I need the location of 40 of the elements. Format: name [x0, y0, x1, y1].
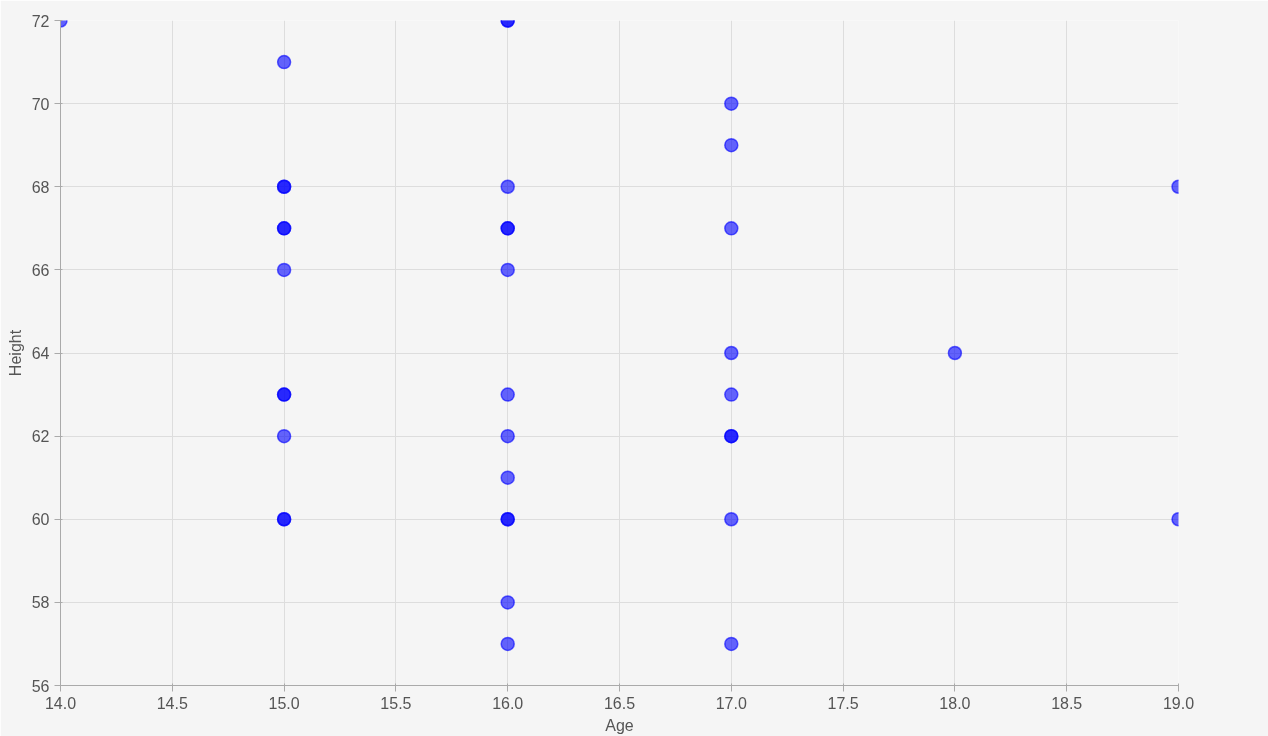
point: [500, 387, 515, 402]
x-tick-label: 17.0: [715, 694, 747, 712]
y-tick-label: 70: [31, 95, 50, 113]
x-tick-label: 14.0: [44, 694, 77, 712]
y-tick-label: 66: [31, 261, 50, 279]
x-tick-label: 17.5: [827, 694, 859, 712]
x-tick-label: 16.5: [603, 694, 636, 712]
point: [724, 221, 739, 236]
point: [500, 179, 515, 194]
x-axis-title: Age: [605, 716, 634, 734]
point: [724, 345, 739, 361]
x-tick-label: 14.5: [156, 694, 188, 712]
y-tick-label: 56: [31, 677, 50, 695]
x-tick-label: 19.0: [1162, 694, 1195, 712]
y-tick-label: 64: [31, 345, 50, 362]
x-tick-label: 18.0: [939, 694, 971, 712]
y-axis-title: Height: [6, 329, 24, 377]
point: [500, 595, 515, 610]
point: [500, 636, 515, 652]
y-tick-label: 72: [31, 12, 50, 30]
y-tick-label: 58: [31, 594, 50, 612]
point: [276, 428, 292, 444]
x-tick-label: 16.0: [492, 694, 524, 712]
y-tick-label: 68: [31, 178, 50, 196]
point: [724, 96, 739, 111]
point: [724, 636, 739, 652]
x-tick-label: 15.0: [268, 694, 300, 712]
point: [724, 137, 739, 153]
y-tick-label: 62: [31, 428, 50, 446]
x-tick-label: 15.5: [380, 694, 412, 712]
point: [276, 262, 292, 278]
y-tick-label: 60: [31, 511, 50, 529]
point: [500, 428, 515, 444]
x-tick-label: 18.5: [1051, 694, 1083, 712]
point: [724, 387, 739, 402]
point: [500, 470, 515, 485]
point: [500, 262, 515, 278]
point: [947, 345, 963, 361]
point: [276, 54, 292, 70]
point: [724, 512, 739, 527]
